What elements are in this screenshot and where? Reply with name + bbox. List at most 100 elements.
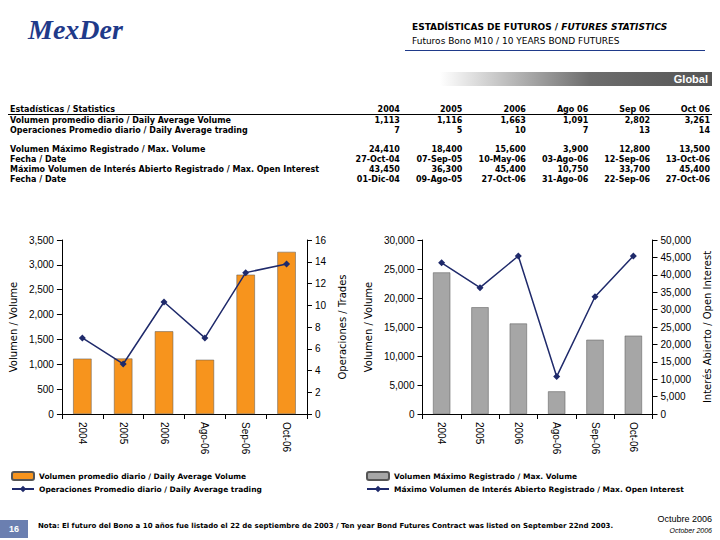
svg-text:0: 0 xyxy=(48,409,54,420)
svg-text:10,000: 10,000 xyxy=(384,351,415,362)
svg-text:15,000: 15,000 xyxy=(661,356,692,367)
svg-text:Máximo Volumen de Interés Abie: Máximo Volumen de Interés Abierto Regist… xyxy=(394,485,684,494)
html-text:Fecha / Date: Fecha / Date xyxy=(10,174,67,184)
html-text:2005: 2005 xyxy=(440,104,463,114)
svg-text:25,000: 25,000 xyxy=(384,264,415,275)
html-text:Global: Global xyxy=(673,73,708,85)
svg-text:2,000: 2,000 xyxy=(29,309,54,320)
html-text:15,600: 15,600 xyxy=(495,144,526,154)
svg-text:Operaciones / Trades: Operaciones / Trades xyxy=(337,274,348,379)
svg-text:5,000: 5,000 xyxy=(661,391,686,402)
html-text:07-Sep-05: 07-Sep-05 xyxy=(416,154,463,164)
html-text:01-Dic-04: 01-Dic-04 xyxy=(356,174,400,184)
svg-text:2005: 2005 xyxy=(118,422,129,445)
html-text:1,091: 1,091 xyxy=(563,115,589,125)
svg-text:8: 8 xyxy=(315,322,321,333)
html-text:2006: 2006 xyxy=(503,104,526,114)
html-text:1,113: 1,113 xyxy=(374,115,400,125)
html-text:33,700: 33,700 xyxy=(619,164,651,174)
svg-text:Sep-06: Sep-06 xyxy=(240,422,251,455)
svg-text:Volumen promedio diario / Dail: Volumen promedio diario / Daily Average … xyxy=(39,472,246,481)
html-text:Máximo Volumen de Interés Abie: Máximo Volumen de Interés Abierto Regist… xyxy=(10,164,320,174)
svg-text:1,000: 1,000 xyxy=(29,359,54,370)
svg-text:15,000: 15,000 xyxy=(384,322,415,333)
svg-text:Oct-06: Oct-06 xyxy=(628,422,639,452)
svg-text:0: 0 xyxy=(409,409,415,420)
html-text:10: 10 xyxy=(514,125,526,135)
html-text:Futuros Bono M10 / 10 YEARS BO: Futuros Bono M10 / 10 YEARS BOND FUTURES xyxy=(412,36,620,46)
svg-text:2,500: 2,500 xyxy=(29,284,54,295)
html-text:13: 13 xyxy=(638,125,651,135)
html-text:Sep 06: Sep 06 xyxy=(619,104,651,114)
html-text:2,802: 2,802 xyxy=(624,115,651,125)
html-text:1,116: 1,116 xyxy=(437,115,463,125)
svg-text:2006: 2006 xyxy=(159,422,170,445)
html-text:24,410: 24,410 xyxy=(369,144,400,154)
svg-text:40,000: 40,000 xyxy=(661,269,692,280)
html-text:Estadísticas / Statistics: Estadísticas / Statistics xyxy=(10,104,115,114)
html-text:Fecha / Date: Fecha / Date xyxy=(10,154,67,164)
svg-text:10: 10 xyxy=(315,300,327,311)
html-text:Oct 06: Oct 06 xyxy=(680,104,710,114)
svg-text:35,000: 35,000 xyxy=(661,287,692,298)
html-text:13,500: 13,500 xyxy=(679,144,710,154)
svg-text:Volumen / Volume: Volumen / Volume xyxy=(8,282,19,372)
html-text:ESTADÍSTICAS DE FUTUROS / FUTU: ESTADÍSTICAS DE FUTUROS / FUTURES STATIS… xyxy=(412,22,668,32)
html-text:Volumen promedio diario / Dail: Volumen promedio diario / Daily Average … xyxy=(10,115,231,125)
svg-text:Sep-06: Sep-06 xyxy=(590,422,601,455)
svg-text:Ago-06: Ago-06 xyxy=(551,422,562,455)
html-text:3,900: 3,900 xyxy=(563,144,589,154)
html-text:36,300: 36,300 xyxy=(431,164,463,174)
svg-text:14: 14 xyxy=(315,256,327,267)
svg-text:Volumen Máximo Registrado / Ma: Volumen Máximo Registrado / Max. Volume xyxy=(394,472,577,481)
svg-text:25,000: 25,000 xyxy=(661,322,692,333)
html-text:18,400: 18,400 xyxy=(431,144,463,154)
svg-text:20,000: 20,000 xyxy=(384,293,415,304)
svg-text:5,000: 5,000 xyxy=(389,380,414,391)
svg-text:6: 6 xyxy=(315,343,321,354)
svg-text:10,000: 10,000 xyxy=(661,374,692,385)
html-text:MexDer: MexDer xyxy=(28,14,123,45)
svg-text:4: 4 xyxy=(315,365,321,376)
svg-text:16: 16 xyxy=(315,235,327,246)
svg-text:0: 0 xyxy=(315,409,321,420)
svg-text:0: 0 xyxy=(661,409,667,420)
svg-text:2004: 2004 xyxy=(436,422,447,445)
html-text:3,261: 3,261 xyxy=(684,115,710,125)
svg-text:Ago-06: Ago-06 xyxy=(199,422,210,455)
svg-text:30,000: 30,000 xyxy=(384,235,415,246)
html-text:45,400: 45,400 xyxy=(679,164,710,174)
svg-text:3,500: 3,500 xyxy=(29,235,54,246)
html-text:1,663: 1,663 xyxy=(500,115,526,125)
svg-text:20,000: 20,000 xyxy=(661,339,692,350)
html-text:14: 14 xyxy=(698,125,710,135)
html-text:Volumen Máximo Registrado / Ma: Volumen Máximo Registrado / Max. Volume xyxy=(10,144,206,154)
svg-text:30,000: 30,000 xyxy=(661,304,692,315)
html-text:45,400: 45,400 xyxy=(495,164,526,174)
svg-text:Operaciones Promedio diario /: Operaciones Promedio diario / Daily Aver… xyxy=(39,485,262,494)
svg-text:3,000: 3,000 xyxy=(29,259,54,270)
svg-text:12: 12 xyxy=(315,278,327,289)
svg-text:45,000: 45,000 xyxy=(661,252,692,263)
html-text:2004: 2004 xyxy=(377,104,400,114)
html-text:27-Oct-04: 27-Oct-04 xyxy=(355,154,400,164)
html-text:43,450: 43,450 xyxy=(369,164,400,174)
svg-text:2: 2 xyxy=(315,387,321,398)
html-text:Operaciones Promedio diario /: Operaciones Promedio diario / Daily Aver… xyxy=(10,125,248,135)
svg-text:50,000: 50,000 xyxy=(661,235,692,246)
svg-text:Oct-06: Oct-06 xyxy=(281,422,292,452)
html-text:13-Oct-06: 13-Oct-06 xyxy=(665,154,710,164)
html-text:10-May-06: 10-May-06 xyxy=(478,154,526,164)
svg-text:2006: 2006 xyxy=(513,422,524,445)
html-text:Ago 06: Ago 06 xyxy=(556,104,589,114)
html-text:12-Sep-06: 12-Sep-06 xyxy=(604,154,651,164)
html-text:03-Ago-06: 03-Ago-06 xyxy=(541,154,589,164)
svg-text:500: 500 xyxy=(37,384,54,395)
svg-text:Interés Abierto / Open Interes: Interés Abierto / Open Interest xyxy=(702,251,713,403)
svg-text:1,500: 1,500 xyxy=(29,334,54,345)
html-text:10,750: 10,750 xyxy=(557,164,589,174)
html-text:12,800: 12,800 xyxy=(619,144,651,154)
svg-text:Volumen / Volume: Volumen / Volume xyxy=(363,282,374,372)
svg-text:2004: 2004 xyxy=(77,422,88,445)
svg-text:2005: 2005 xyxy=(474,422,485,445)
